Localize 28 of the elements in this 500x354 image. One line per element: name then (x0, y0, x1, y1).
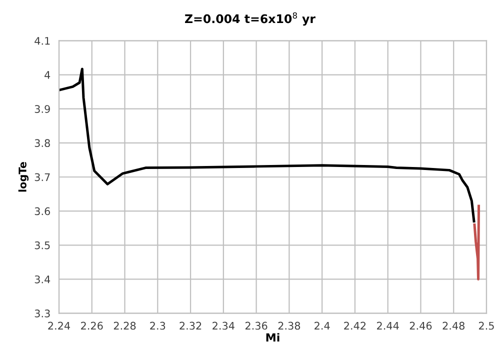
y-tick-label: 3.4 (34, 275, 50, 284)
x-tick-label: 2.36 (245, 322, 268, 330)
y-tick-label: 3.8 (34, 139, 50, 148)
x-axis-title: Mi (266, 333, 280, 342)
x-tick-label: 2.34 (212, 322, 234, 330)
y-tick-label: 3.3 (34, 310, 50, 318)
x-tick-label: 2.24 (48, 322, 70, 330)
line-series (59, 68, 476, 223)
y-axis-title: logTe (18, 162, 29, 192)
x-tick-label: 2.3 (150, 322, 166, 330)
line-series (473, 204, 480, 280)
y-tick-label: 3.7 (34, 173, 50, 182)
y-tick-label: 4 (44, 71, 50, 79)
x-tick-label: 2.46 (410, 322, 432, 330)
y-tick-label: 3.6 (34, 207, 50, 216)
y-tick-label: 4.1 (34, 37, 50, 45)
x-tick-label: 2.5 (478, 322, 494, 330)
y-tick-label: 3.5 (34, 241, 50, 250)
x-tick-label: 2.32 (180, 322, 202, 330)
chart-title: Z=0.004 t=6x10$^{8}$ yr (185, 12, 316, 26)
x-tick-label: 2.38 (278, 322, 300, 330)
y-tick-label: 3.9 (34, 105, 50, 113)
x-tick-label: 2.42 (344, 322, 366, 330)
x-tick-label: 2.48 (442, 322, 464, 330)
x-tick-label: 2.44 (377, 322, 399, 330)
x-tick-label: 2.28 (114, 322, 136, 330)
x-tick-label: 2.26 (81, 322, 103, 330)
x-tick-label: 2.4 (314, 322, 330, 330)
